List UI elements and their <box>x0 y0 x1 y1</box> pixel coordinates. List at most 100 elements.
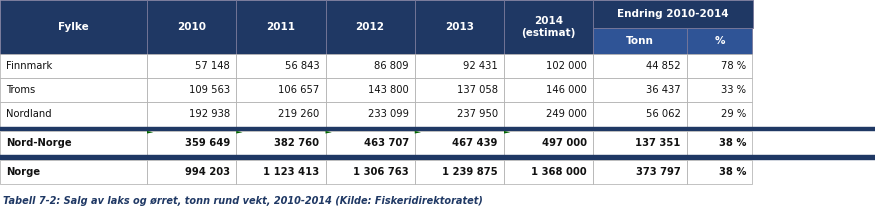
Text: Norge: Norge <box>6 167 40 177</box>
Text: Tabell 7-2: Salg av laks og ørret, tonn rund vekt, 2010-2014 (Kilde: Fiskeridire: Tabell 7-2: Salg av laks og ørret, tonn … <box>3 196 482 205</box>
Text: 382 760: 382 760 <box>275 138 319 148</box>
Text: 373 797: 373 797 <box>636 167 681 177</box>
Bar <box>326 160 415 184</box>
Text: 2013: 2013 <box>444 22 474 32</box>
Bar <box>236 54 326 78</box>
Bar <box>415 78 504 102</box>
Text: 219 260: 219 260 <box>278 109 319 119</box>
Bar <box>147 131 236 155</box>
Bar <box>504 54 593 78</box>
Text: 38 %: 38 % <box>719 138 746 148</box>
Bar <box>326 54 415 78</box>
Bar <box>236 0 326 54</box>
Text: 57 148: 57 148 <box>195 61 230 71</box>
Text: Troms: Troms <box>6 85 35 95</box>
Text: 2011: 2011 <box>266 22 296 32</box>
Text: 233 099: 233 099 <box>368 109 409 119</box>
Bar <box>0 54 147 78</box>
Text: 56 843: 56 843 <box>284 61 319 71</box>
Bar <box>147 160 236 184</box>
Text: 92 431: 92 431 <box>463 61 498 71</box>
Text: 44 852: 44 852 <box>646 61 681 71</box>
Bar <box>504 102 593 127</box>
Bar <box>326 102 415 127</box>
Text: 359 649: 359 649 <box>185 138 230 148</box>
Text: 2012: 2012 <box>355 22 385 32</box>
Text: 109 563: 109 563 <box>189 85 230 95</box>
Polygon shape <box>415 131 421 134</box>
Bar <box>0 127 875 131</box>
Text: 249 000: 249 000 <box>546 109 587 119</box>
Text: 106 657: 106 657 <box>278 85 319 95</box>
Text: 33 %: 33 % <box>721 85 746 95</box>
Text: Tonn: Tonn <box>626 36 654 46</box>
Bar <box>504 160 593 184</box>
Text: 38 %: 38 % <box>719 167 746 177</box>
Bar <box>504 0 593 54</box>
Text: 143 800: 143 800 <box>368 85 409 95</box>
Bar <box>236 102 326 127</box>
Bar <box>415 0 504 54</box>
Text: 56 062: 56 062 <box>646 109 681 119</box>
Bar <box>147 78 236 102</box>
Polygon shape <box>147 131 153 134</box>
Text: 1 306 763: 1 306 763 <box>353 167 409 177</box>
Text: 36 437: 36 437 <box>646 85 681 95</box>
Bar <box>0 78 147 102</box>
Bar <box>415 131 504 155</box>
Text: 497 000: 497 000 <box>542 138 587 148</box>
Bar <box>147 0 236 54</box>
Text: 1 239 875: 1 239 875 <box>442 167 498 177</box>
Bar <box>415 160 504 184</box>
Bar <box>0 131 147 155</box>
Text: Nord-Norge: Nord-Norge <box>6 138 72 148</box>
Bar <box>687 102 752 127</box>
Bar <box>593 0 752 28</box>
Bar <box>326 78 415 102</box>
Text: Fylke: Fylke <box>58 22 89 32</box>
Bar <box>687 78 752 102</box>
Text: Nordland: Nordland <box>6 109 52 119</box>
Bar <box>687 54 752 78</box>
Text: Finnmark: Finnmark <box>6 61 52 71</box>
Bar <box>147 102 236 127</box>
Bar <box>593 160 687 184</box>
Bar <box>687 160 752 184</box>
Polygon shape <box>504 131 510 134</box>
Bar <box>0 102 147 127</box>
Bar <box>504 78 593 102</box>
Bar <box>687 131 752 155</box>
Text: 463 707: 463 707 <box>363 138 409 148</box>
Text: 2010: 2010 <box>177 22 206 32</box>
Text: 467 439: 467 439 <box>452 138 498 148</box>
Bar <box>593 102 687 127</box>
Bar <box>326 0 415 54</box>
Polygon shape <box>236 131 242 134</box>
Text: 137 058: 137 058 <box>457 85 498 95</box>
Bar <box>0 160 147 184</box>
Bar <box>236 78 326 102</box>
Text: 86 809: 86 809 <box>374 61 409 71</box>
Text: 192 938: 192 938 <box>189 109 230 119</box>
Bar <box>236 160 326 184</box>
Bar <box>147 54 236 78</box>
Bar <box>415 54 504 78</box>
Bar <box>593 78 687 102</box>
Text: Endring 2010-2014: Endring 2010-2014 <box>617 9 729 19</box>
Text: 78 %: 78 % <box>721 61 746 71</box>
Text: 2014
(estimat): 2014 (estimat) <box>522 16 576 38</box>
Bar <box>593 54 687 78</box>
Text: 137 351: 137 351 <box>635 138 681 148</box>
Text: %: % <box>714 36 724 46</box>
Text: 237 950: 237 950 <box>457 109 498 119</box>
Text: 102 000: 102 000 <box>546 61 587 71</box>
Text: 1 123 413: 1 123 413 <box>263 167 319 177</box>
Text: 1 368 000: 1 368 000 <box>531 167 587 177</box>
Bar <box>593 28 687 54</box>
Bar <box>687 28 752 54</box>
Bar <box>0 155 875 160</box>
Bar <box>415 102 504 127</box>
Bar <box>504 131 593 155</box>
Text: 29 %: 29 % <box>721 109 746 119</box>
Text: 146 000: 146 000 <box>546 85 587 95</box>
